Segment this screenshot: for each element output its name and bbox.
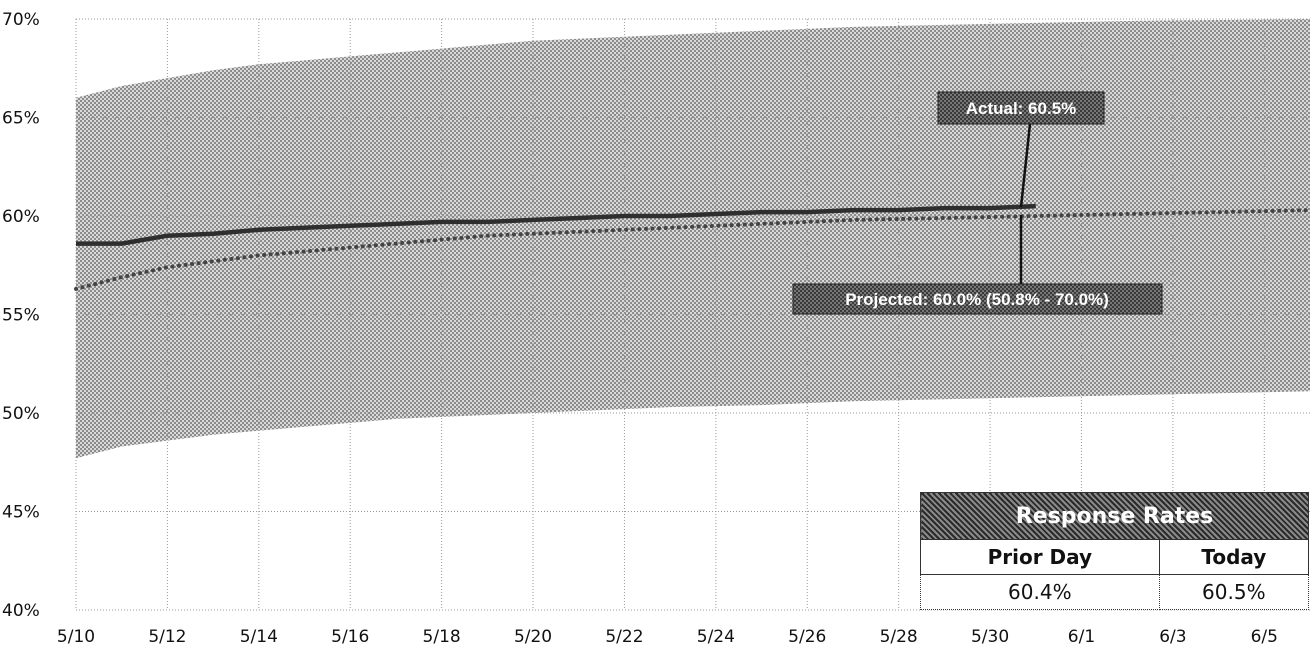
x-axis-tick-labels: 5/10 5/12 5/14 5/16 5/18 5/20 5/22 5/24 5/26 5/28… <box>57 627 1278 647</box>
response-rates-title: Response Rates <box>920 492 1309 540</box>
x-tick-label: 6/5 <box>1251 627 1278 647</box>
y-tick-label: 60% <box>2 207 40 227</box>
x-tick-label: 5/20 <box>514 627 552 647</box>
x-tick-label: 5/30 <box>971 627 1009 647</box>
projected-series-line <box>74 208 1311 291</box>
range-band-area <box>76 19 1310 459</box>
y-tick-label: 70% <box>2 10 40 30</box>
projected-callout: Projected: 60.0% (50.8% - 70.0%) <box>792 283 1163 315</box>
projected-callout-text: Projected: 60.0% (50.8% - 70.0%) <box>845 290 1109 309</box>
actual-callout-text: Actual: 60.5% <box>966 99 1077 118</box>
x-tick-label: 5/22 <box>605 627 643 647</box>
y-axis-tick-labels: 40% 45% 50% 55% 60% 65% 70% <box>2 10 40 621</box>
y-tick-label: 65% <box>2 109 40 129</box>
today-header: Today <box>1158 539 1310 575</box>
x-tick-label: 5/14 <box>240 627 278 647</box>
prior-day-value: 60.4% <box>920 574 1160 610</box>
x-tick-label: 5/12 <box>148 627 186 647</box>
y-tick-label: 40% <box>2 601 40 621</box>
x-tick-label: 5/26 <box>788 627 826 647</box>
x-tick-label: 6/3 <box>1159 627 1186 647</box>
actual-callout-leader <box>1019 123 1032 208</box>
x-tick-label: 5/10 <box>57 627 95 647</box>
response-rates-table: Response Rates Prior Day Today 60.4% 60.… <box>920 492 1310 610</box>
x-tick-label: 5/24 <box>697 627 735 647</box>
prior-day-header: Prior Day <box>920 539 1160 575</box>
y-tick-label: 45% <box>2 503 40 523</box>
actual-callout: Actual: 60.5% <box>937 91 1105 125</box>
y-tick-label: 50% <box>2 404 40 424</box>
projection-range-band <box>76 19 1310 459</box>
x-tick-label: 6/1 <box>1068 627 1095 647</box>
x-tick-label: 5/16 <box>331 627 369 647</box>
chart-series-lines <box>74 203 1311 291</box>
y-tick-label: 55% <box>2 306 40 326</box>
x-tick-label: 5/28 <box>880 627 918 647</box>
x-tick-label: 5/18 <box>423 627 461 647</box>
actual-series-line <box>76 203 1036 246</box>
today-value: 60.5% <box>1158 574 1310 610</box>
